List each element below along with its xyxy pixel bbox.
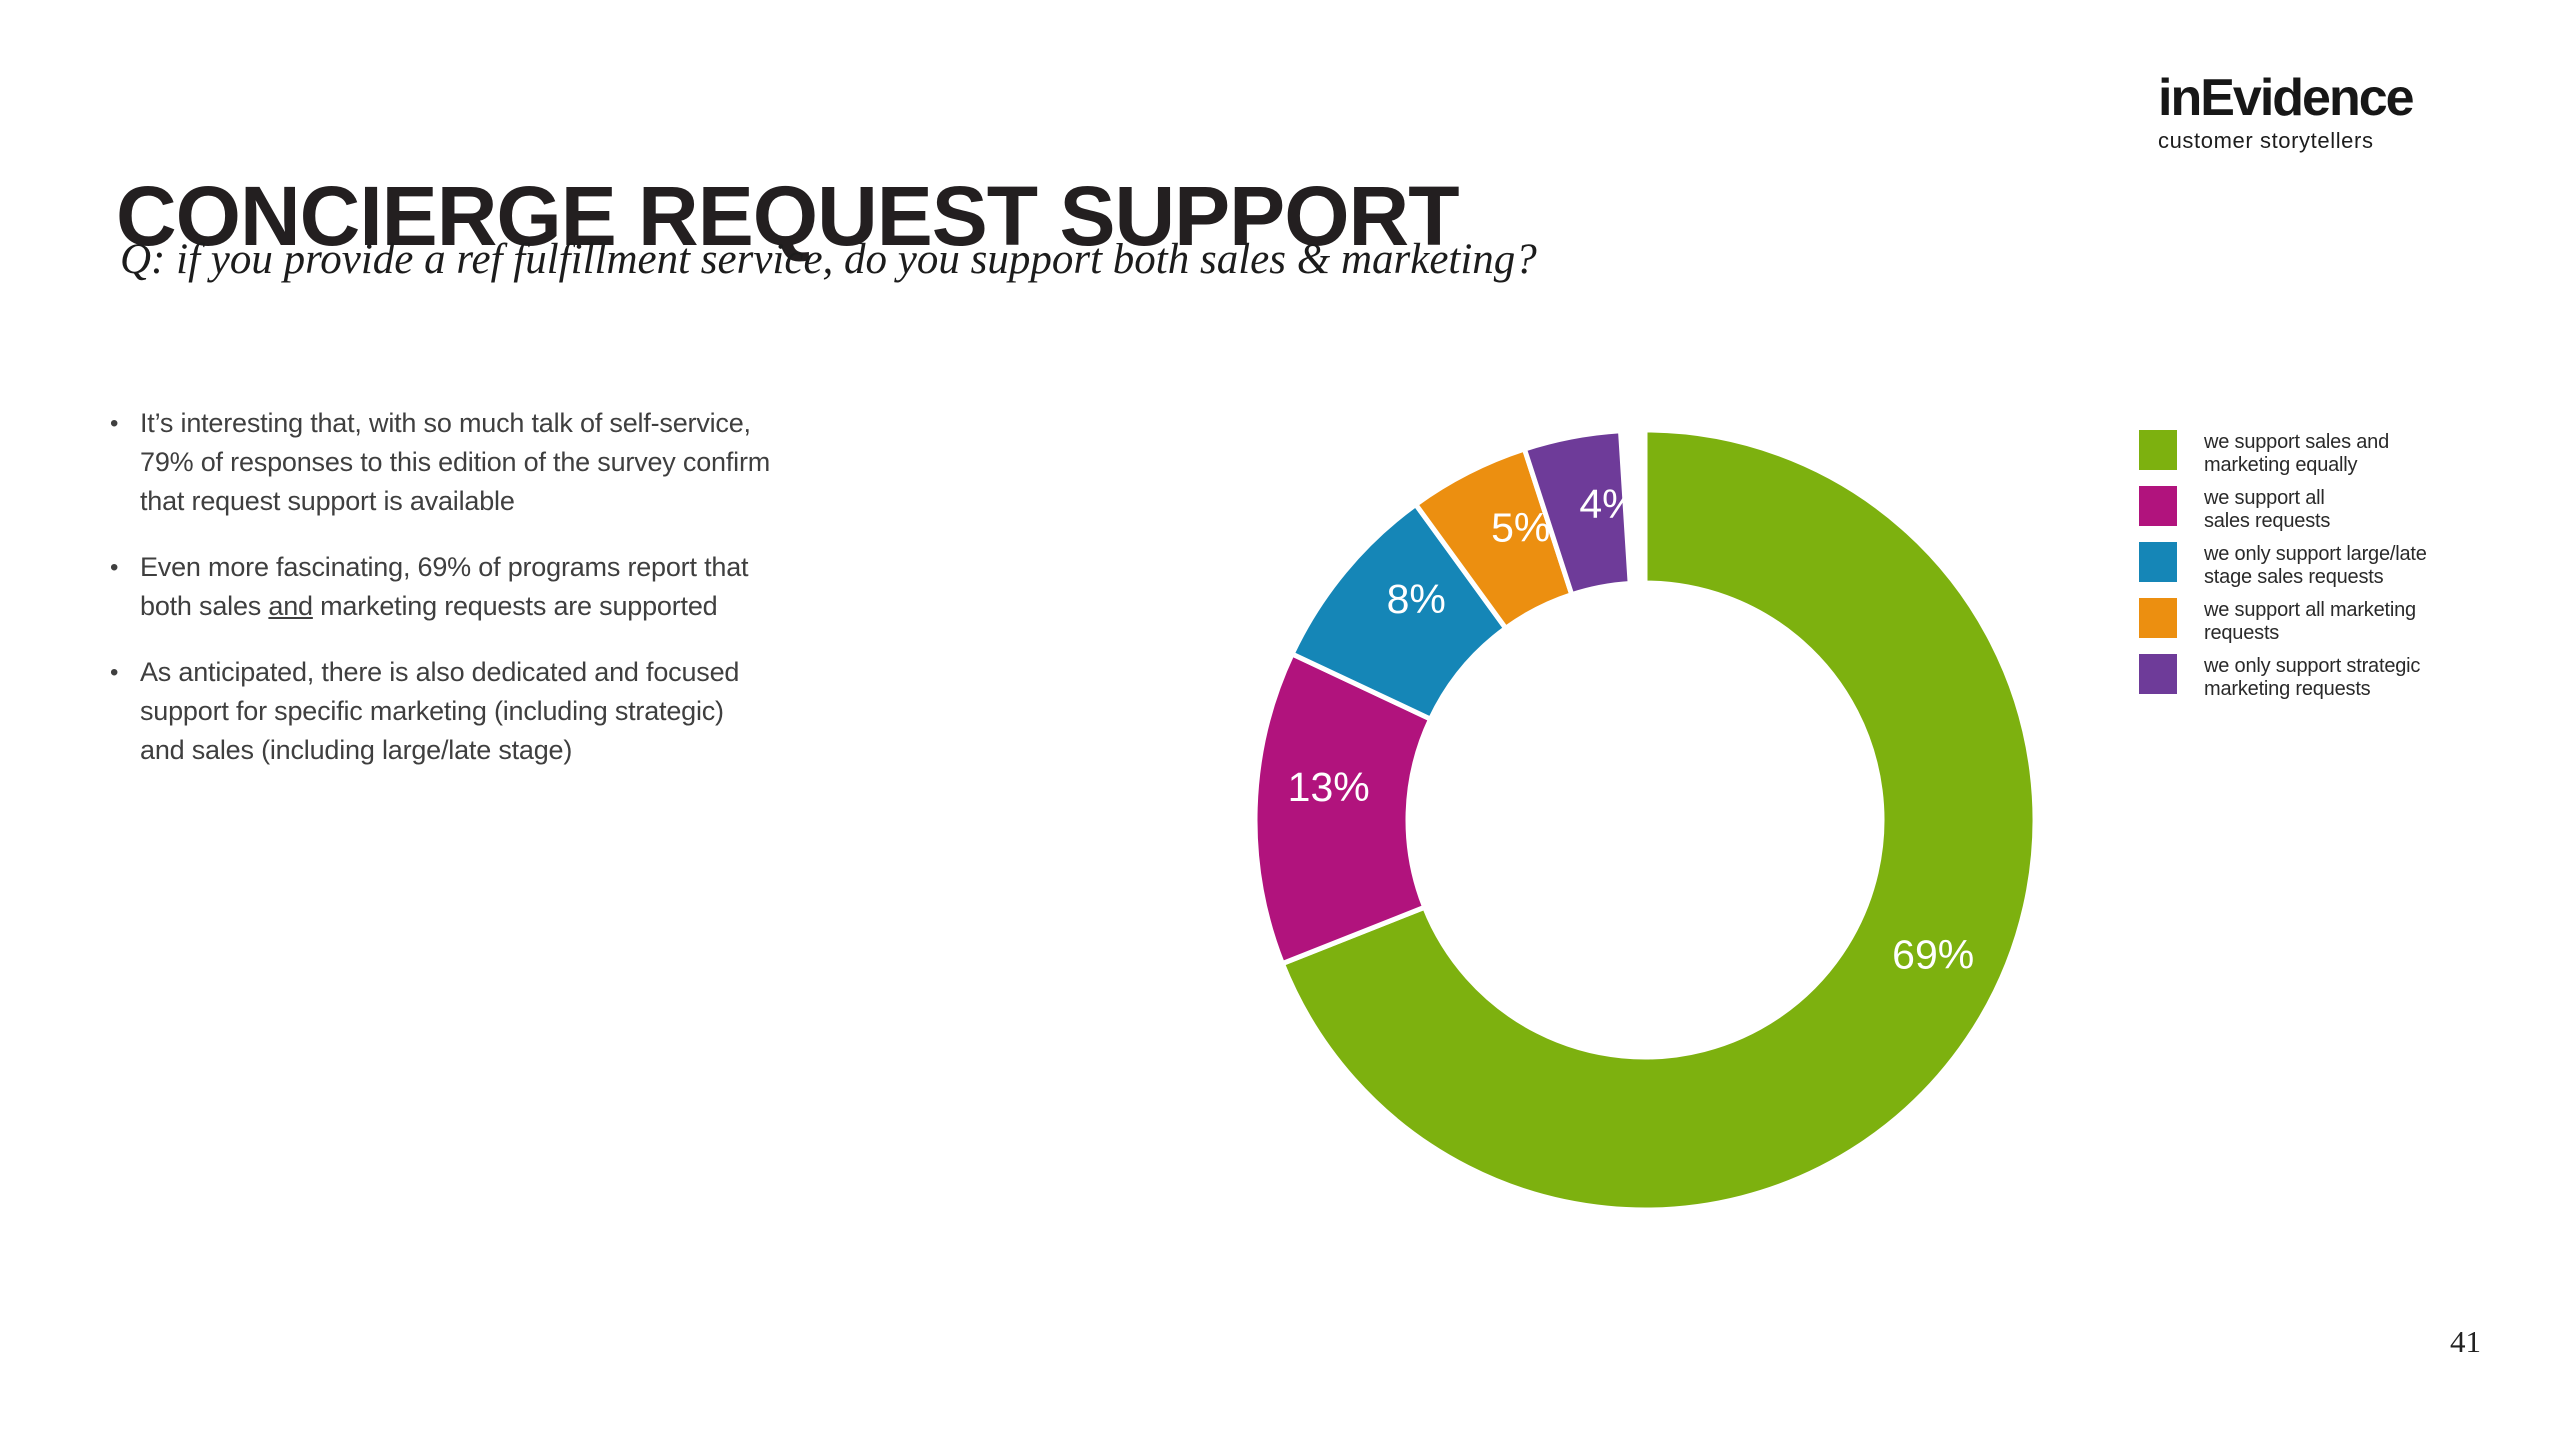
bullet-text: As anticipated, there is also dedicated … bbox=[140, 657, 740, 765]
bullet-text: It’s interesting that, with so much talk… bbox=[140, 408, 771, 516]
logo-tagline: customer storytellers bbox=[2158, 128, 2374, 153]
legend-item: we only support strategic marketing requ… bbox=[2139, 654, 2427, 710]
page-number: 41 bbox=[2450, 1324, 2481, 1359]
slice-label: 13% bbox=[1288, 764, 1370, 810]
legend-swatch bbox=[2139, 430, 2177, 470]
slice-label: 5% bbox=[1491, 504, 1550, 550]
legend-item: we support sales and marketing equally bbox=[2139, 430, 2427, 486]
legend-label: we only support strategic marketing requ… bbox=[2204, 655, 2421, 700]
legend-label: we support sales and marketing equally bbox=[2204, 431, 2390, 476]
page-title: CONCIERGE REQUEST SUPPORT bbox=[116, 169, 1460, 264]
legend-item: we only support large/late stage sales r… bbox=[2139, 542, 2427, 598]
legend-label: we support all marketing requests bbox=[2204, 599, 2416, 644]
donut-slice bbox=[1521, 428, 1633, 598]
donut-slice bbox=[1279, 427, 2038, 1213]
bullet-dot: • bbox=[110, 410, 119, 437]
slice-label: 4% bbox=[1579, 481, 1638, 527]
legend-item: we support all marketing requests bbox=[2139, 598, 2427, 654]
legend-label: we only support large/late stage sales r… bbox=[2204, 543, 2427, 588]
bullet-dot: • bbox=[110, 659, 119, 686]
bullet-item: • Even more fascinating, 69% of programs … bbox=[110, 548, 910, 626]
bullet-text: Even more fascinating, 69% of programs r… bbox=[140, 552, 749, 621]
legend-swatch bbox=[2139, 654, 2177, 694]
legend-label: we support all sales requests bbox=[2204, 487, 2331, 532]
chart-legend: we support sales and marketing equally we… bbox=[2139, 430, 2427, 710]
legend-swatch bbox=[2139, 542, 2177, 582]
bullet-item: • It’s interesting that, with so much tal… bbox=[110, 404, 910, 521]
bullet-dot: • bbox=[110, 554, 119, 581]
slice-label: 69% bbox=[1892, 931, 1974, 977]
slice-label: 8% bbox=[1387, 576, 1446, 622]
legend-item: we support all sales requests bbox=[2139, 486, 2427, 542]
bullet-list: • It’s interesting that, with so much tal… bbox=[110, 404, 910, 797]
logo-wordmark: inEvidence bbox=[2158, 69, 2415, 127]
question-subtitle: Q: if you provide a ref fulfillment serv… bbox=[120, 236, 1537, 283]
logo: inEvidence customer storytellers bbox=[2158, 69, 2415, 154]
donut-chart: 69% 13% 8% 5% 4% bbox=[1252, 427, 2038, 1213]
legend-swatch bbox=[2139, 486, 2177, 526]
legend-swatch bbox=[2139, 598, 2177, 638]
bullet-item: • As anticipated, there is also dedicated… bbox=[110, 653, 910, 770]
